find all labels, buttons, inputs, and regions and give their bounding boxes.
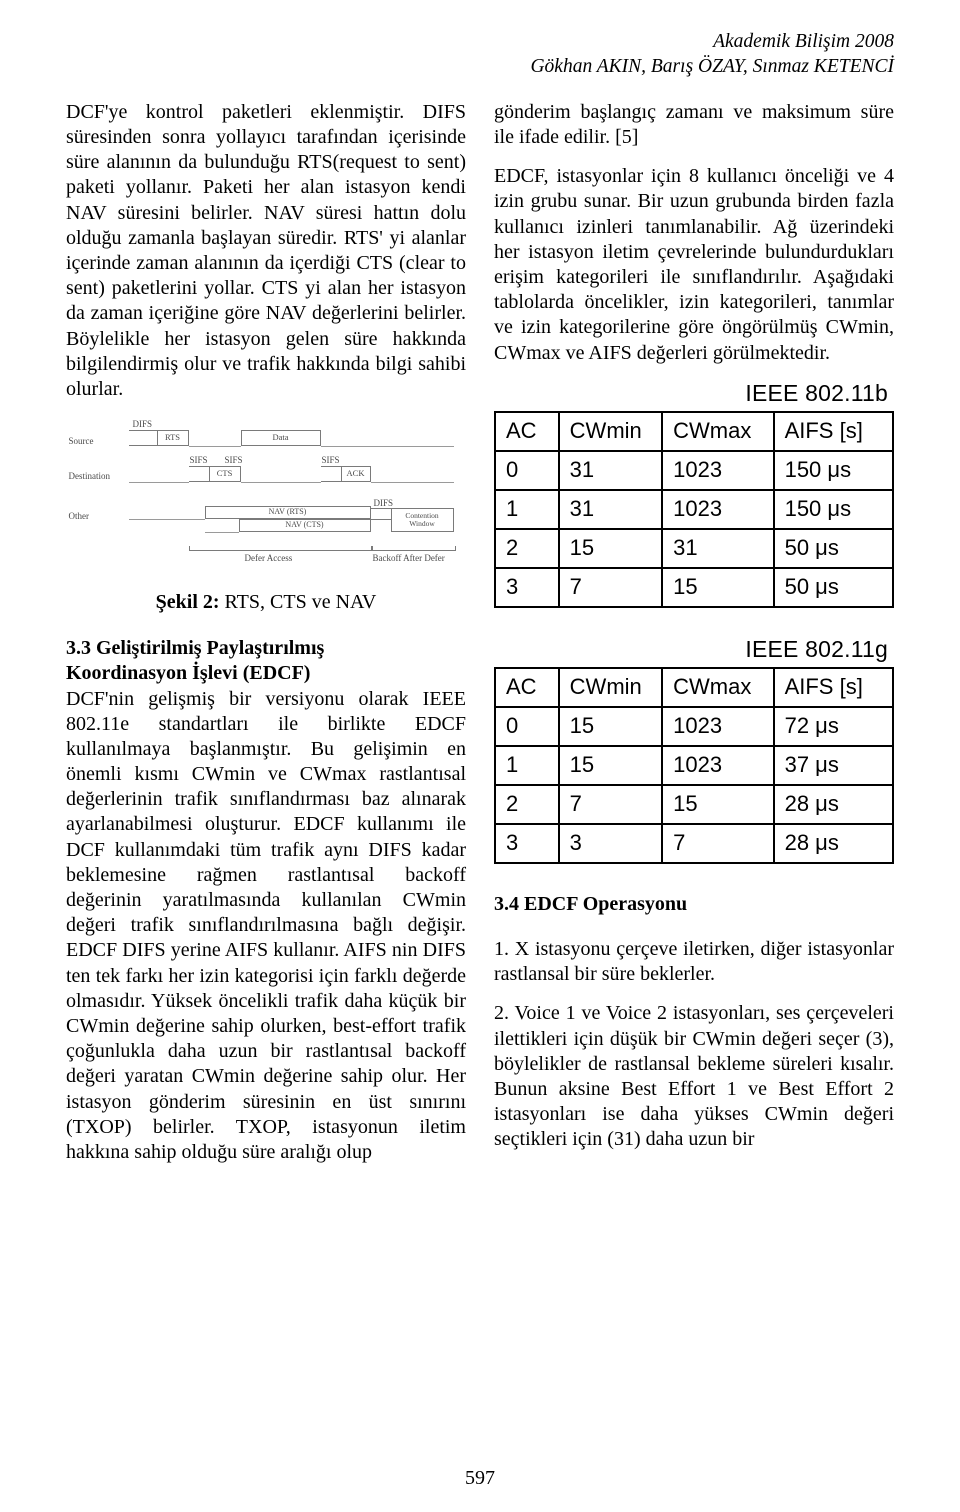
right-para1: gönderim başlangıç zamanı ve maksimum sü…	[494, 100, 894, 150]
table-header-cwmin: CWmin	[559, 412, 662, 451]
fig2-label-sifs1: SIFS	[190, 455, 208, 465]
fig2-block-contention: Contention Window	[391, 508, 454, 532]
table-row: 0 15 1023 72 μs	[495, 707, 893, 746]
table-header-cwmax: CWmax	[662, 412, 773, 451]
left-column: DCF'ye kontrol paketleri eklenmiştir. DI…	[66, 100, 466, 1179]
fig2-block-rts: RTS	[157, 430, 189, 446]
right-column: gönderim başlangıç zamanı ve maksimum sü…	[494, 100, 894, 1179]
table-row: 3 7 15 50 μs	[495, 568, 893, 607]
fig2-label-difs2: DIFS	[374, 498, 394, 508]
right-item1: 1. X istasyonu çerçeve iletirken, diğer …	[494, 937, 894, 987]
right-para2: EDCF, istasyonlar için 8 kullanıcı öncel…	[494, 164, 894, 366]
fig2-label-defer: Defer Access	[245, 553, 293, 563]
table-row: 3 3 7 28 μs	[495, 824, 893, 863]
table-header-ac: AC	[495, 668, 559, 707]
section-3-3-heading-line2: Koordinasyon İşlevi (EDCF)	[66, 661, 466, 686]
paper-header: Akademik Bilişim 2008 Gökhan AKIN, Barış…	[66, 30, 894, 80]
fig2-block-ack: ACK	[341, 466, 371, 482]
table-header-cwmax: CWmax	[662, 668, 773, 707]
fig2-block-nav-rts: NAV (RTS)	[205, 506, 371, 519]
table-ieee-802-11g: AC CWmin CWmax AIFS [s] 0 15 1023 72 μs …	[494, 667, 894, 864]
fig2-label-destination: Destination	[69, 471, 111, 481]
fig2-label-difs1: DIFS	[133, 419, 153, 429]
right-item2: 2. Voice 1 ve Voice 2 istasyonları, ses …	[494, 1001, 894, 1152]
figure-2-caption-bold: Şekil 2:	[156, 591, 220, 613]
fig2-block-cts: CTS	[209, 466, 241, 482]
table-row: 2 15 31 50 μs	[495, 529, 893, 568]
figure-2-caption-text: RTS, CTS ve NAV	[220, 591, 377, 613]
table-row: 1 15 1023 37 μs	[495, 746, 893, 785]
fig2-label-source: Source	[69, 436, 94, 446]
section-3-3-heading-line1: 3.3 Geliştirilmiş Paylaştırılmış	[66, 636, 466, 661]
table-g-title: IEEE 802.11g	[494, 636, 894, 663]
left-para2: DCF'nin gelişmiş bir versiyonu olarak IE…	[66, 687, 466, 1166]
table-header-ac: AC	[495, 412, 559, 451]
fig2-label-backoff: Backoff After Defer	[373, 553, 445, 563]
table-row: AC CWmin CWmax AIFS [s]	[495, 412, 893, 451]
left-para1: DCF'ye kontrol paketleri eklenmiştir. DI…	[66, 100, 466, 402]
table-row: 0 31 1023 150 μs	[495, 451, 893, 490]
table-ieee-802-11b: AC CWmin CWmax AIFS [s] 0 31 1023 150 μs…	[494, 411, 894, 608]
table-row: 1 31 1023 150 μs	[495, 490, 893, 529]
section-3-4-heading: 3.4 EDCF Operasyonu	[494, 892, 894, 917]
fig2-block-data: Data	[241, 430, 321, 446]
header-line1: Akademik Bilişim 2008	[713, 31, 894, 52]
figure-2-timing-diagram: Source Destination Other DIFS RTS Data S…	[69, 416, 464, 581]
fig2-label-sifs2: SIFS	[225, 455, 243, 465]
fig2-label-other: Other	[69, 511, 90, 521]
table-header-aifs: AIFS [s]	[774, 668, 893, 707]
table-b-title: IEEE 802.11b	[494, 380, 894, 407]
table-row: AC CWmin CWmax AIFS [s]	[495, 668, 893, 707]
table-header-cwmin: CWmin	[559, 668, 662, 707]
fig2-block-nav-cts: NAV (CTS)	[239, 519, 371, 532]
table-header-aifs: AIFS [s]	[774, 412, 893, 451]
figure-2-caption: Şekil 2: RTS, CTS ve NAV	[66, 591, 466, 614]
header-line2: Gökhan AKIN, Barış ÖZAY, Sınmaz KETENCİ	[530, 56, 894, 77]
page-number: 597	[0, 1467, 960, 1490]
fig2-label-sifs3: SIFS	[322, 455, 340, 465]
table-row: 2 7 15 28 μs	[495, 785, 893, 824]
